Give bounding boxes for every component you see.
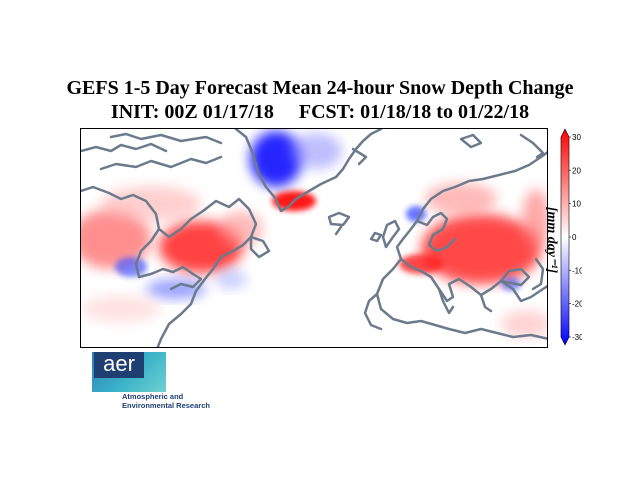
colorbar-gradient — [560, 128, 570, 346]
field-scandinavia-increase — [425, 183, 497, 215]
colorbar-tick-label: 0 — [572, 233, 577, 242]
field-greenland-north — [290, 133, 342, 169]
field-plains-decrease — [115, 257, 147, 277]
colorbar-tick-label: 20 — [572, 166, 581, 175]
colorbar-tick-label: -20 — [572, 300, 582, 309]
field-quebec-increase — [219, 211, 263, 247]
aer-logo-mark: aer — [92, 352, 166, 392]
colorbar-tick-label: 30 — [572, 133, 581, 142]
field-south-increase — [81, 295, 161, 323]
aer-logo: aer Atmospheric and Environmental Resear… — [92, 352, 242, 410]
aer-logo-wordmark: aer — [94, 352, 144, 378]
map-subtitle: INIT: 00Z 01/17/18 FCST: 01/18/18 to 01/… — [110, 101, 530, 123]
field-greenland-decrease — [250, 131, 302, 187]
colorbar-tick-label: 10 — [572, 200, 581, 209]
colorbar-units-label: [mm day⁻¹] — [544, 206, 559, 274]
field-eastern-europe-increase — [421, 214, 541, 284]
field-urals-increase — [522, 189, 547, 249]
aer-logo-line2: Environmental Research — [122, 401, 210, 410]
field-east-coast-decrease — [215, 269, 247, 289]
colorbar-tick-label: -10 — [572, 266, 582, 275]
coastlines — [81, 129, 547, 347]
field-alps-increase — [399, 254, 443, 274]
field-norway-decrease — [406, 206, 426, 222]
forecast-map — [80, 128, 548, 348]
field-north-increase — [101, 186, 201, 222]
field-great-lakes-decrease — [146, 279, 206, 299]
map-field — [81, 129, 547, 347]
field-west-increase — [81, 209, 151, 269]
aer-logo-line1: Atmospheric and — [122, 392, 184, 401]
snow-change-field — [81, 131, 547, 338]
colorbar-tick-label: -30 — [572, 333, 582, 342]
field-middle-east-increase — [501, 310, 547, 338]
colorbar: 30 20 10 0 -10 -20 -30 — [560, 128, 582, 346]
map-title: GEFS 1-5 Day Forecast Mean 24-hour Snow … — [66, 77, 574, 99]
